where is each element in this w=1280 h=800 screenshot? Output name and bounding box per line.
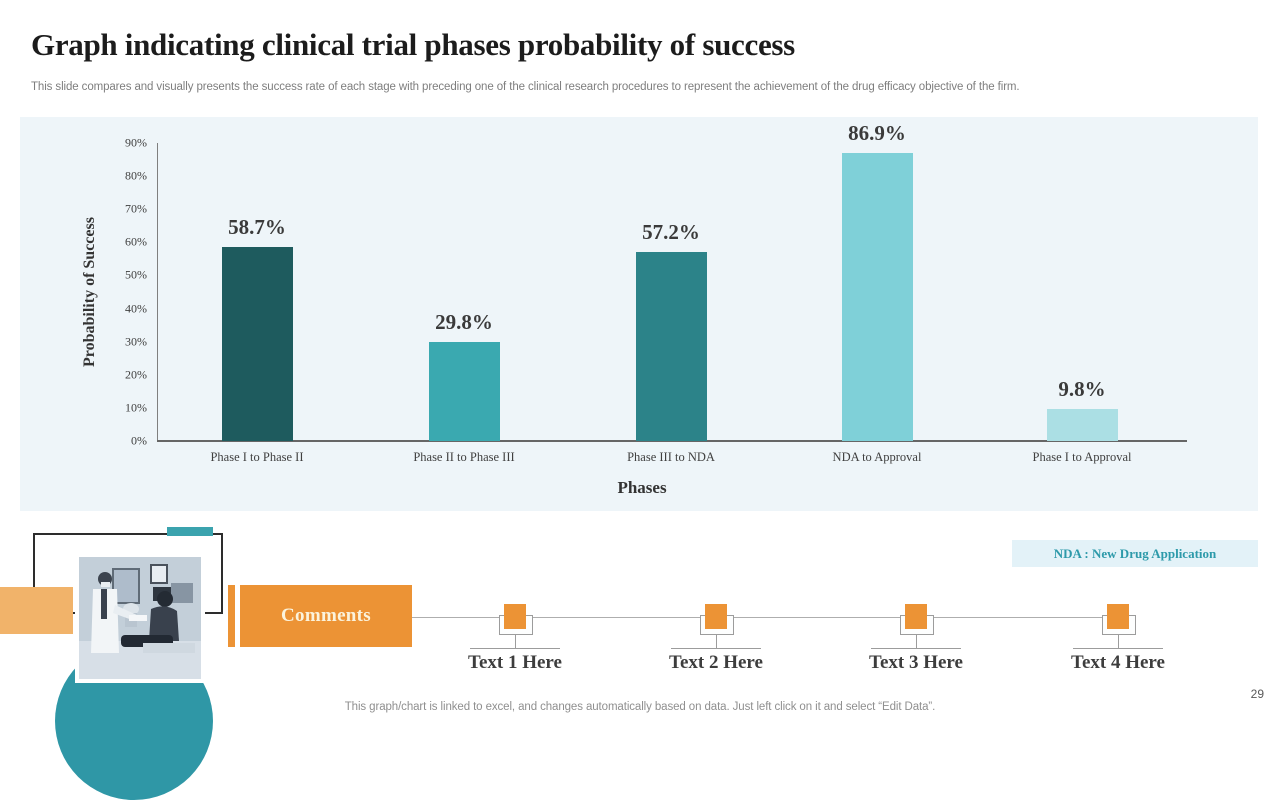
clinical-trial-bar-chart[interactable]: Probability of Success Phases 0% 10% 20% 30… [20,117,1258,511]
orange-accent-rectangle [0,587,73,634]
timeline-connector-line [916,634,917,648]
timeline-marker-icon [705,604,727,629]
y-axis-line [157,143,158,441]
timeline-marker-icon [1107,604,1129,629]
y-tick-label: 90% [125,135,147,150]
timeline-item-label[interactable]: Text 2 Here [669,652,763,673]
y-tick-label: 60% [125,234,147,249]
y-tick-label: 70% [125,201,147,216]
nda-abbreviation-note: NDA : New Drug Application [1012,540,1258,567]
y-tick-label: 10% [125,400,147,415]
timeline-underline [671,648,761,649]
x-tick-label: Phase I to Phase II [210,450,304,464]
timeline-item-label[interactable]: Text 4 Here [1071,652,1165,673]
bar-value-label: 58.7% [228,214,286,239]
timeline: Text 1 Here Text 2 Here Text 3 Here Text 4 … [0,595,1280,690]
timeline-connector-line [716,634,717,648]
bar-value-label: 86.9% [848,121,906,146]
timeline-item-label[interactable]: Text 1 Here [468,652,562,673]
y-tick-label: 50% [125,267,147,282]
chart-bar[interactable] [428,342,500,441]
x-tick-label: NDA to Approval [832,450,922,464]
doctor-patient-illustration [79,557,201,679]
doctor-patient-photo [75,553,205,683]
x-tick-label: Phase III to NDA [627,450,715,464]
timeline-underline [470,648,560,649]
timeline-underline [871,648,961,649]
bar-value-label: 29.8% [435,310,493,335]
timeline-connector-line [1118,634,1119,648]
chart-bar[interactable] [635,251,707,441]
timeline-marker-icon [504,604,526,629]
timeline-underline [1073,648,1163,649]
y-tick-label: 30% [125,334,147,349]
y-tick-label: 0% [131,433,147,448]
footer-note: This graph/chart is linked to excel, and… [344,701,936,713]
page-number: 29 [1250,687,1264,701]
timeline-connector-line [515,634,516,648]
comments-button[interactable]: Comments [240,585,412,647]
x-axis-title: Phases [617,478,667,497]
page-subtitle: This slide compares and visually present… [31,81,1020,93]
y-tick-label: 80% [125,168,147,183]
chart-bar[interactable] [221,246,293,441]
x-axis-line [157,440,1187,442]
teal-accent-bar [167,527,213,536]
page-title: Graph indicating clinical trial phases p… [31,27,795,62]
y-tick-label: 20% [125,367,147,382]
comments-accent-bar [228,585,235,647]
timeline-line [412,617,1133,618]
timeline-marker-icon [905,604,927,629]
timeline-item-label[interactable]: Text 3 Here [869,652,963,673]
chart-bar[interactable] [841,153,913,441]
y-tick-label: 40% [125,301,147,316]
x-tick-label: Phase II to Phase III [413,450,515,464]
bar-value-label: 9.8% [1058,376,1106,401]
bar-value-label: 57.2% [642,219,700,244]
chart-bar[interactable] [1046,408,1118,441]
x-tick-label: Phase I to Approval [1032,450,1132,464]
